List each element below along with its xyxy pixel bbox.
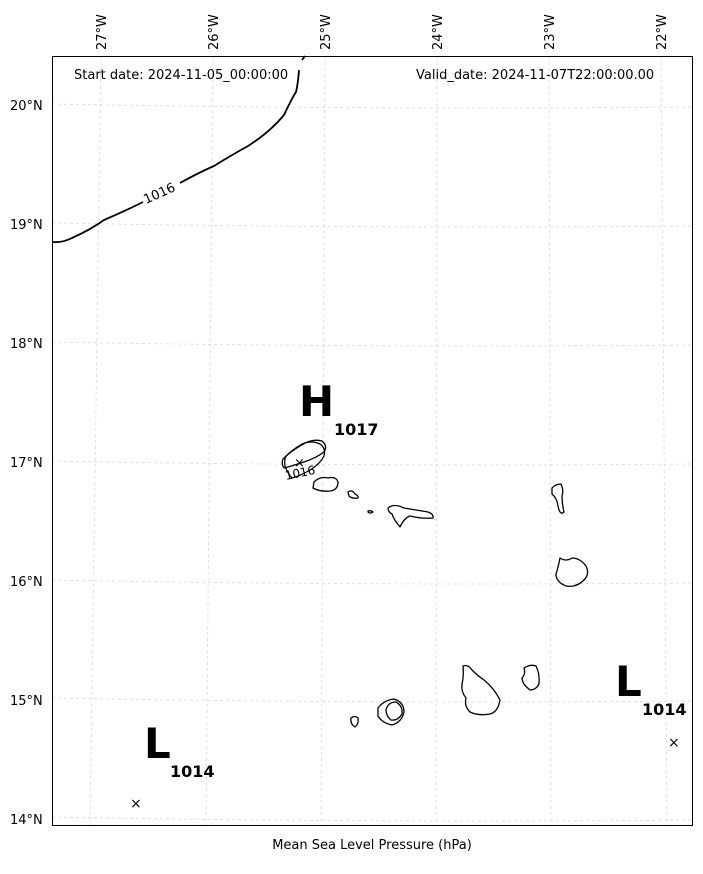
island-brava [350,715,359,728]
map-caption: Mean Sea Level Pressure (hPa) [272,838,472,853]
lon-label-22w: 22°W [655,14,670,50]
island-santa-luzia [347,490,359,499]
isobar-label-1016-nw: 1016 [142,180,178,207]
low-symbol-west: L [144,719,171,768]
island-boa-vista [555,557,589,588]
lon-label-23w: 23°W [543,14,558,50]
high-center-marker: × [294,456,305,471]
low-value-west: 1014 [170,762,215,781]
lat-label-17n: 17°N [10,456,43,471]
longitude-labels: 27°W 26°W 25°W 24°W 23°W 22°W [95,14,670,50]
isobar-ring-1016 [281,439,327,469]
island-raso [367,510,374,514]
latitude-labels: 20°N 19°N 18°N 17°N 16°N 15°N 14°N [10,99,43,828]
low-value-east: 1014 [642,700,687,719]
isobar-label-1016-ring: 1016 [284,463,317,483]
lon-label-27w: 27°W [95,14,110,50]
pressure-center-high: H 1017 × [294,377,379,471]
lon-label-26w: 26°W [207,14,222,50]
low-symbol-east: L [615,657,642,706]
island-santiago [461,664,501,716]
lat-label-19n: 19°N [10,218,43,233]
island-fogo [377,698,405,726]
high-symbol: H [299,377,334,426]
grid-lines [51,55,694,827]
island-maio [521,664,540,691]
map-frame [52,56,693,826]
lon-label-25w: 25°W [319,14,334,50]
island-sao-vicente [312,476,339,492]
pressure-center-low-west: L 1014 × [130,719,215,812]
lon-label-24w: 24°W [431,14,446,50]
lat-label-20n: 20°N [10,99,43,114]
low-center-marker-east: × [668,735,680,751]
valid-date-label: Valid_date: 2024-11-07T22:00:00.00 [416,68,654,83]
low-center-marker-west: × [130,796,142,812]
cape-verde-islands: 1016 [281,439,589,728]
lat-label-18n: 18°N [10,337,43,352]
island-sal [551,483,565,514]
pressure-center-low-east: L 1014 × [615,657,687,751]
isobar-1016-northwest: 1016 [51,55,306,244]
island-sao-nicolau [387,504,434,528]
fogo-inner-ring [385,701,403,721]
lat-label-14n: 14°N [10,813,43,828]
lat-label-15n: 15°N [10,694,43,709]
start-date-label: Start date: 2024-11-05_00:00:00 [74,68,288,83]
lat-label-16n: 16°N [10,575,43,590]
high-value: 1017 [334,420,379,439]
